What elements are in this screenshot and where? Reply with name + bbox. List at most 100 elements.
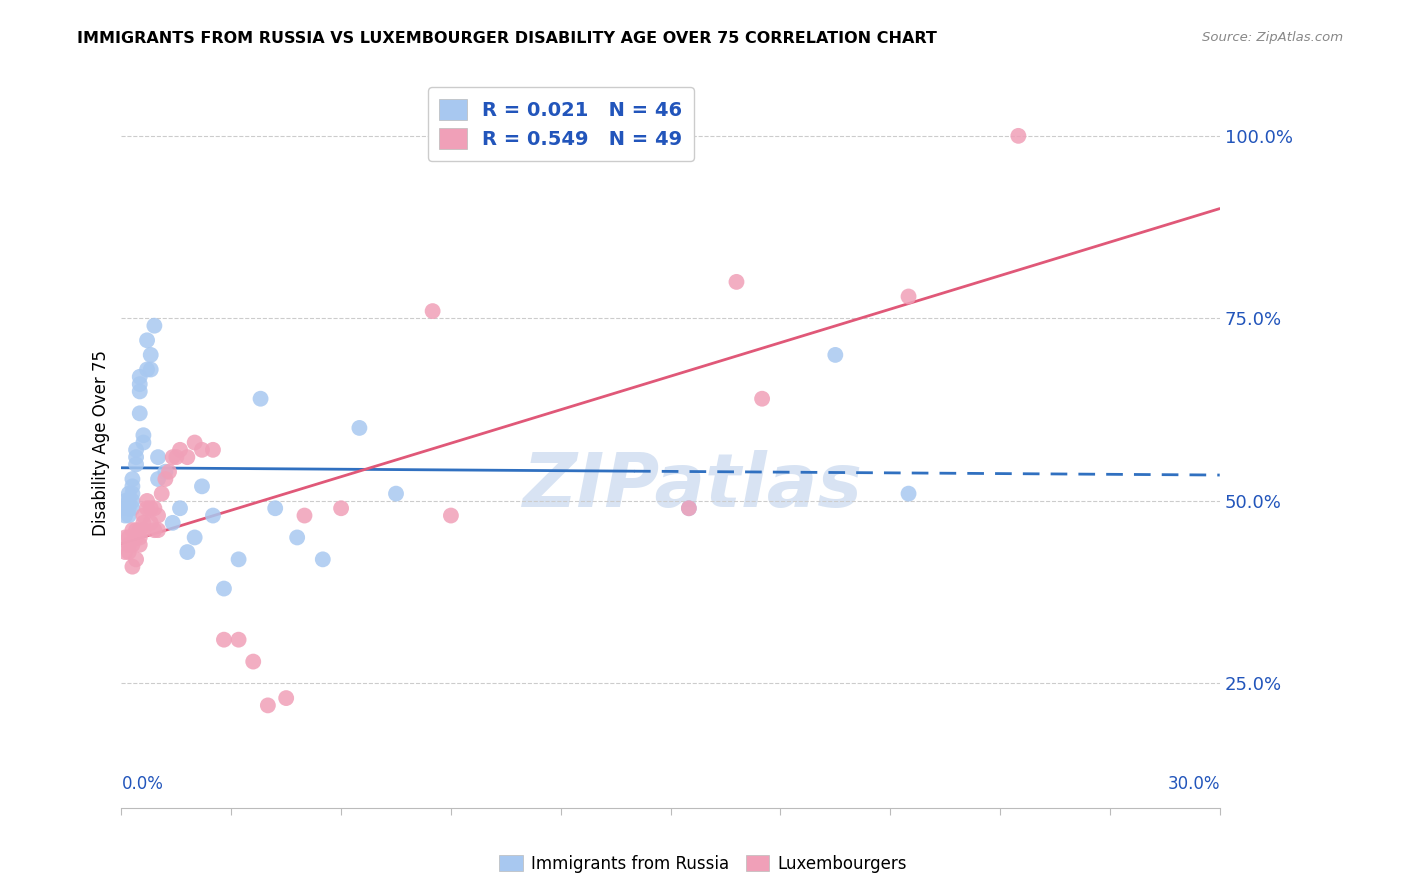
- Text: IMMIGRANTS FROM RUSSIA VS LUXEMBOURGER DISABILITY AGE OVER 75 CORRELATION CHART: IMMIGRANTS FROM RUSSIA VS LUXEMBOURGER D…: [77, 31, 938, 46]
- Point: [183, 531, 205, 545]
- Point: [330, 501, 353, 516]
- Text: 0.0%: 0.0%: [121, 775, 163, 793]
- Point: [132, 435, 155, 450]
- Point: [128, 406, 150, 420]
- Y-axis label: Disability Age Over 75: Disability Age Over 75: [93, 350, 110, 535]
- Legend: R = 0.021   N = 46, R = 0.549   N = 49: R = 0.021 N = 46, R = 0.549 N = 49: [427, 87, 695, 161]
- Point: [128, 369, 150, 384]
- Point: [678, 501, 700, 516]
- Point: [146, 472, 169, 486]
- Point: [228, 632, 250, 647]
- Point: [118, 545, 141, 559]
- Point: [751, 392, 773, 406]
- Point: [121, 523, 143, 537]
- Point: [725, 275, 748, 289]
- Point: [114, 494, 136, 508]
- Point: [125, 552, 148, 566]
- Point: [139, 362, 162, 376]
- Point: [139, 348, 162, 362]
- Point: [118, 486, 141, 500]
- Point: [125, 450, 148, 464]
- Text: ZIPatlas: ZIPatlas: [523, 450, 862, 523]
- Point: [121, 559, 143, 574]
- Point: [201, 508, 224, 523]
- Point: [162, 516, 184, 530]
- Point: [121, 472, 143, 486]
- Point: [132, 523, 155, 537]
- Point: [114, 545, 136, 559]
- Point: [121, 501, 143, 516]
- Point: [118, 494, 141, 508]
- Point: [132, 516, 155, 530]
- Point: [191, 442, 214, 457]
- Point: [146, 450, 169, 464]
- Point: [249, 392, 271, 406]
- Point: [143, 523, 166, 537]
- Point: [276, 691, 298, 706]
- Point: [118, 501, 141, 516]
- Point: [285, 531, 308, 545]
- Point: [132, 508, 155, 523]
- Point: [114, 508, 136, 523]
- Point: [125, 531, 148, 545]
- Point: [155, 472, 177, 486]
- Point: [264, 501, 287, 516]
- Point: [294, 508, 316, 523]
- Point: [118, 538, 141, 552]
- Point: [136, 494, 159, 508]
- Point: [824, 348, 846, 362]
- Point: [257, 698, 280, 713]
- Point: [136, 501, 159, 516]
- Point: [169, 501, 191, 516]
- Point: [678, 501, 700, 516]
- Point: [212, 632, 235, 647]
- Point: [128, 523, 150, 537]
- Point: [349, 421, 371, 435]
- Point: [118, 531, 141, 545]
- Point: [385, 486, 408, 500]
- Point: [136, 362, 159, 376]
- Point: [121, 538, 143, 552]
- Point: [139, 501, 162, 516]
- Point: [422, 304, 444, 318]
- Point: [201, 442, 224, 457]
- Point: [176, 545, 198, 559]
- Point: [169, 442, 191, 457]
- Point: [157, 465, 180, 479]
- Point: [1007, 128, 1029, 143]
- Point: [228, 552, 250, 566]
- Point: [128, 531, 150, 545]
- Point: [114, 501, 136, 516]
- Legend: Immigrants from Russia, Luxembourgers: Immigrants from Russia, Luxembourgers: [492, 848, 914, 880]
- Point: [242, 655, 264, 669]
- Point: [143, 318, 166, 333]
- Point: [146, 508, 169, 523]
- Point: [176, 450, 198, 464]
- Point: [114, 531, 136, 545]
- Point: [118, 508, 141, 523]
- Point: [136, 334, 159, 348]
- Point: [125, 523, 148, 537]
- Point: [897, 486, 920, 500]
- Point: [183, 435, 205, 450]
- Point: [128, 538, 150, 552]
- Text: Source: ZipAtlas.com: Source: ZipAtlas.com: [1202, 31, 1343, 45]
- Point: [128, 377, 150, 392]
- Point: [212, 582, 235, 596]
- Point: [155, 465, 177, 479]
- Point: [146, 523, 169, 537]
- Point: [121, 494, 143, 508]
- Point: [440, 508, 463, 523]
- Point: [143, 501, 166, 516]
- Point: [150, 486, 173, 500]
- Text: 30.0%: 30.0%: [1167, 775, 1220, 793]
- Point: [125, 458, 148, 472]
- Point: [165, 450, 187, 464]
- Point: [139, 516, 162, 530]
- Point: [191, 479, 214, 493]
- Point: [897, 289, 920, 303]
- Point: [162, 450, 184, 464]
- Point: [132, 428, 155, 442]
- Point: [121, 479, 143, 493]
- Point: [312, 552, 335, 566]
